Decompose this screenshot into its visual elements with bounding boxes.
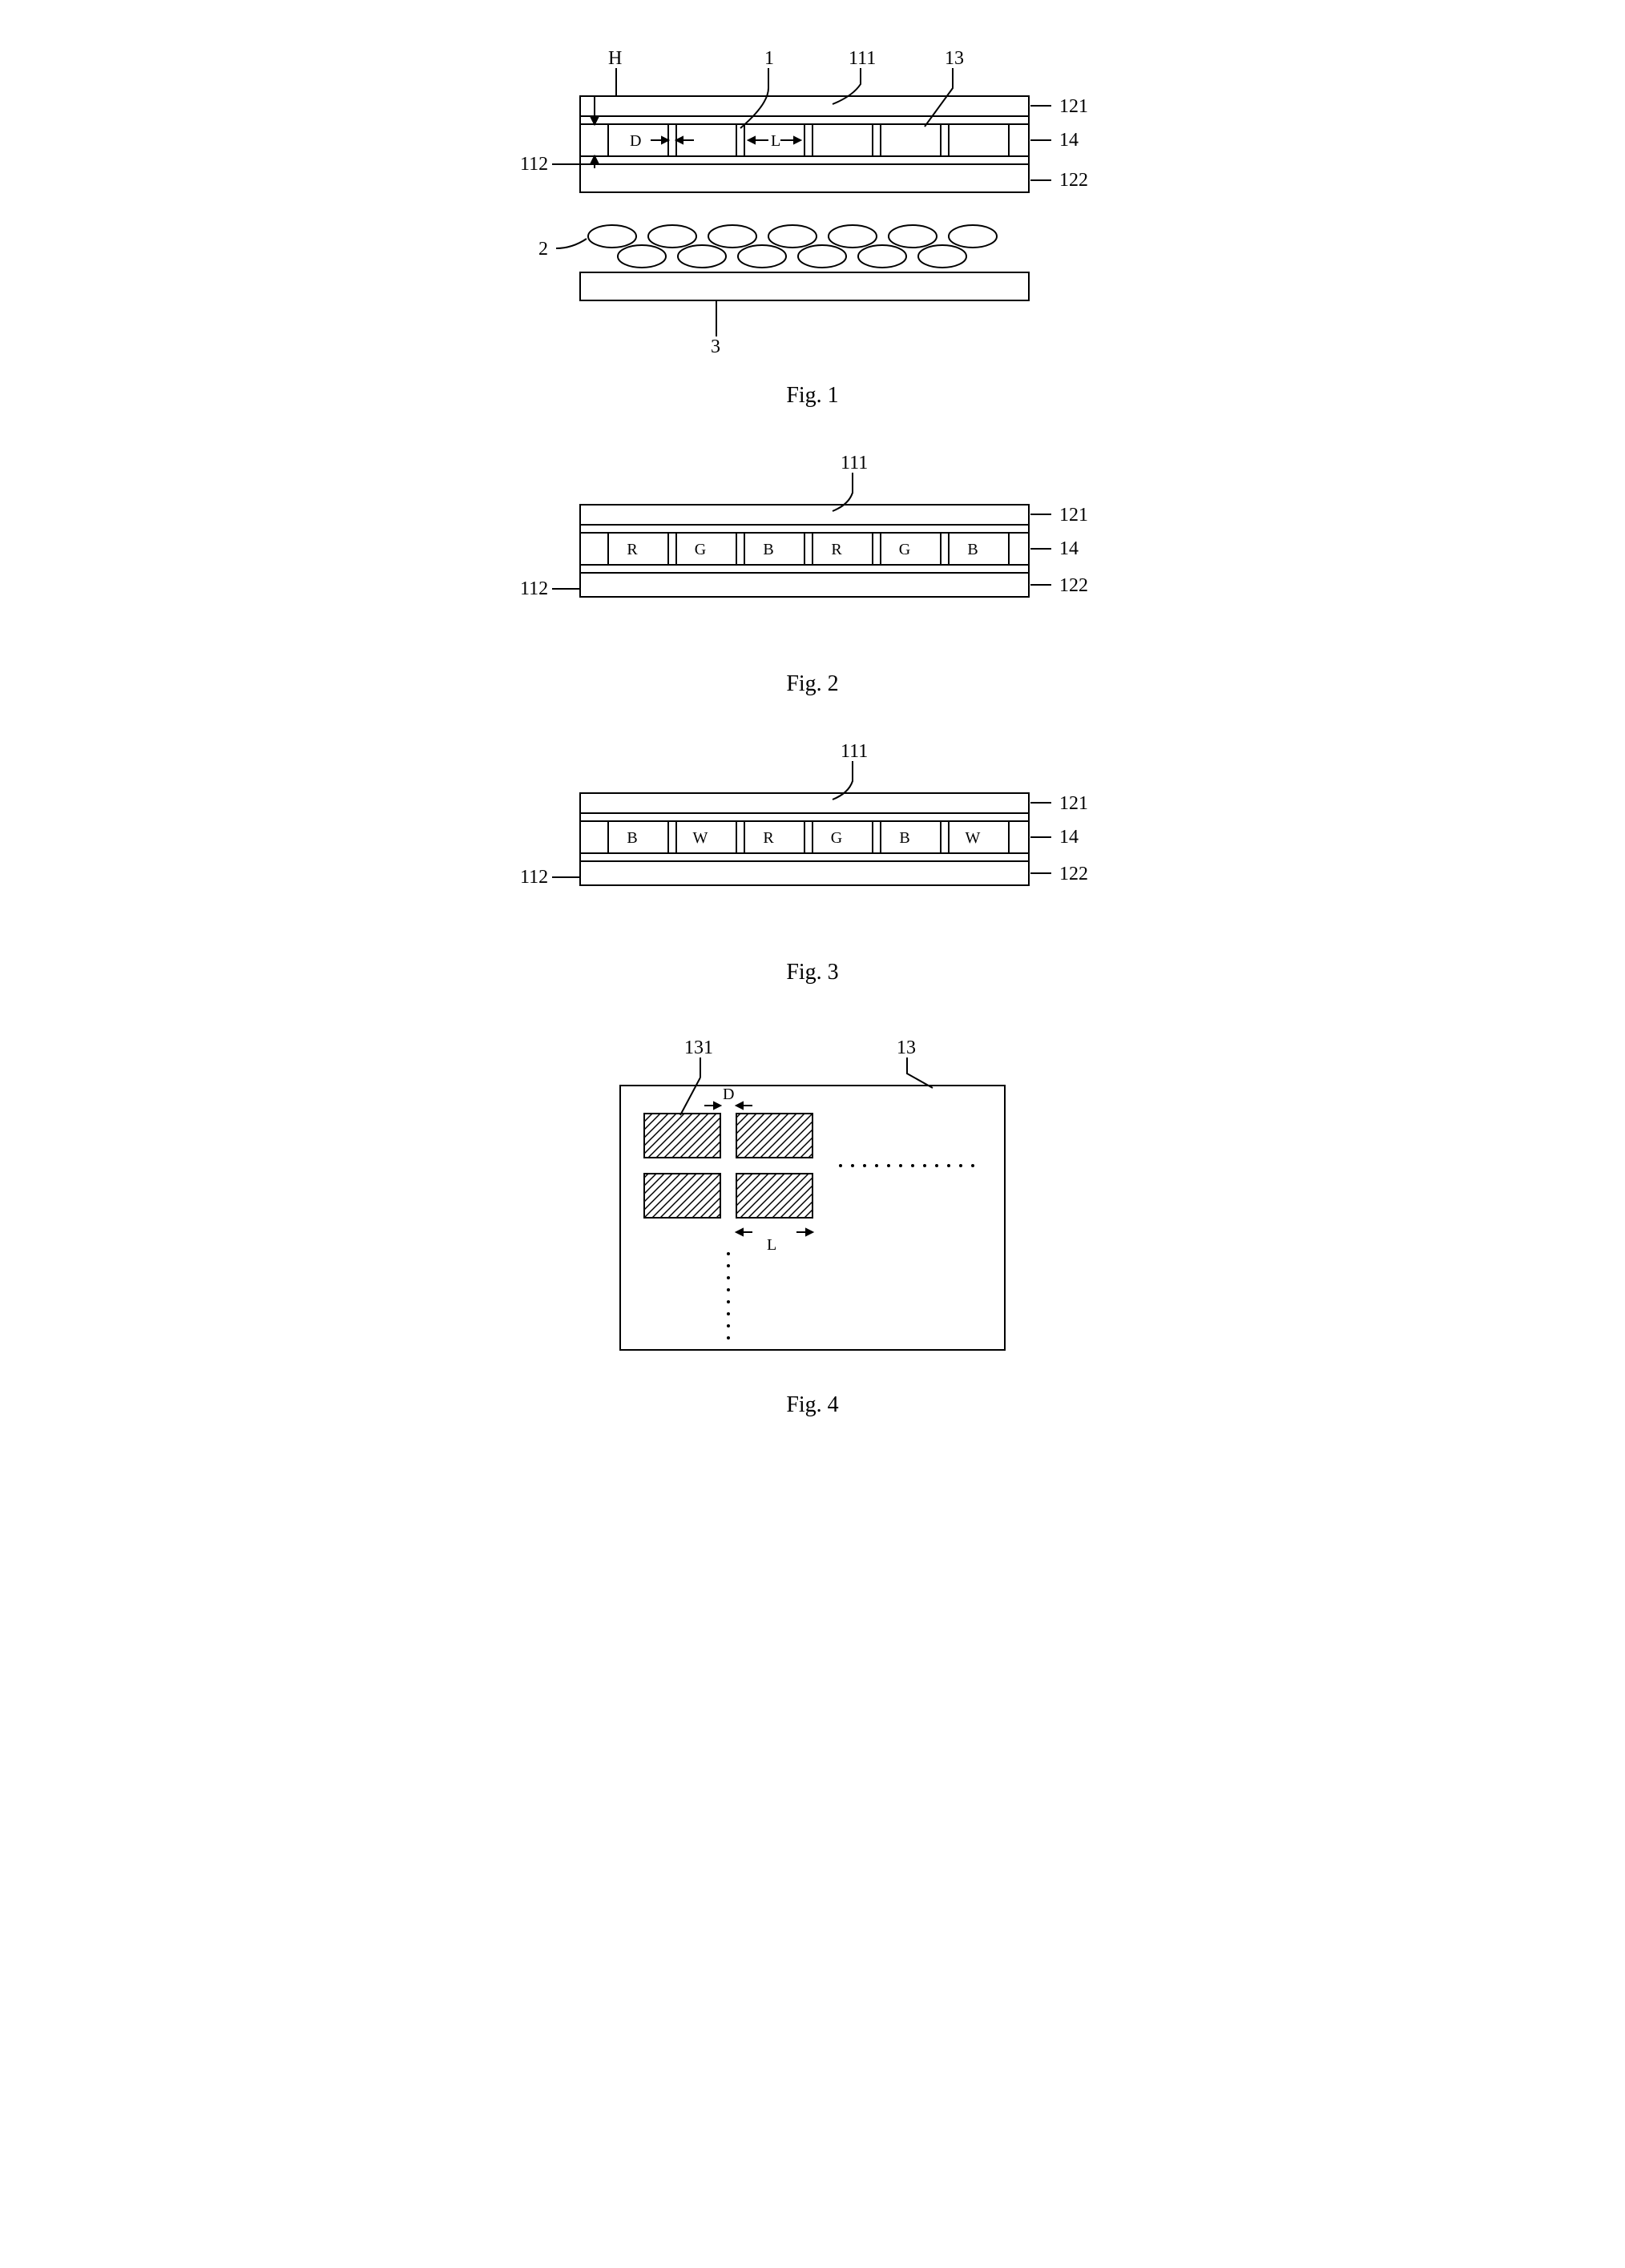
fig2-cell-1: G bbox=[695, 541, 706, 558]
fig2-cell-0: R bbox=[627, 541, 638, 558]
fig4-label-D: D bbox=[723, 1086, 734, 1103]
fig1-label-3: 3 bbox=[711, 336, 720, 357]
fig1-label-1: 1 bbox=[764, 48, 774, 69]
fig3-label-112: 112 bbox=[520, 867, 548, 888]
fig4-caption: Fig. 4 bbox=[786, 1392, 838, 1418]
fig1-label-2: 2 bbox=[538, 239, 548, 260]
fig1-label-14: 14 bbox=[1059, 130, 1079, 151]
figure-1: H 1 111 13 D L 121 14 122 112 2 3 Fig. 1 bbox=[452, 32, 1173, 409]
fig2-cell-2: B bbox=[763, 541, 773, 558]
fig1-caption: Fig. 1 bbox=[786, 383, 838, 409]
fig2-label-14: 14 bbox=[1059, 538, 1079, 559]
fig2-label-122: 122 bbox=[1059, 575, 1088, 596]
fig2-label-112: 112 bbox=[520, 578, 548, 599]
figure-3: 111 121 14 122 112 B W R G B W Fig. 3 bbox=[452, 737, 1173, 985]
fig2-svg: 111 121 14 122 112 R G B R G B bbox=[452, 449, 1173, 657]
fig2-cell-4: G bbox=[899, 541, 910, 558]
fig3-cell-2: R bbox=[763, 829, 774, 847]
fig3-cell-1: W bbox=[693, 829, 708, 847]
fig3-cell-0: B bbox=[627, 829, 637, 847]
fig4-svg: 131 13 D L bbox=[532, 1025, 1093, 1378]
fig1-label-H: H bbox=[608, 48, 622, 69]
fig2-label-121: 121 bbox=[1059, 505, 1088, 526]
fig2-cell-3: R bbox=[831, 541, 842, 558]
fig1-label-D: D bbox=[630, 132, 641, 150]
fig3-label-14: 14 bbox=[1059, 827, 1079, 848]
fig3-label-111: 111 bbox=[841, 741, 868, 762]
fig2-label-111: 111 bbox=[841, 453, 868, 473]
fig1-label-122: 122 bbox=[1059, 170, 1088, 191]
fig3-label-121: 121 bbox=[1059, 793, 1088, 814]
fig4-label-131: 131 bbox=[684, 1037, 713, 1058]
figure-2: 111 121 14 122 112 R G B R G B Fig. 2 bbox=[452, 449, 1173, 697]
fig4-label-L: L bbox=[767, 1236, 776, 1254]
fig3-cell-5: W bbox=[966, 829, 981, 847]
fig2-cell-5: B bbox=[967, 541, 978, 558]
figure-4: 131 13 D L Fig. 4 bbox=[532, 1025, 1093, 1418]
fig2-caption: Fig. 2 bbox=[786, 671, 838, 697]
fig3-cell-3: G bbox=[831, 829, 842, 847]
fig3-caption: Fig. 3 bbox=[786, 960, 838, 985]
fig1-label-112: 112 bbox=[520, 154, 548, 175]
fig1-label-121: 121 bbox=[1059, 96, 1088, 117]
fig1-label-111: 111 bbox=[849, 48, 876, 69]
fig1-label-13: 13 bbox=[945, 48, 964, 69]
fig3-label-122: 122 bbox=[1059, 864, 1088, 884]
fig4-label-13: 13 bbox=[897, 1037, 916, 1058]
fig1-svg: H 1 111 13 D L 121 14 122 112 2 3 bbox=[452, 32, 1173, 369]
fig1-label-L: L bbox=[771, 132, 780, 150]
fig3-svg: 111 121 14 122 112 B W R G B W bbox=[452, 737, 1173, 945]
fig3-cell-4: B bbox=[899, 829, 909, 847]
